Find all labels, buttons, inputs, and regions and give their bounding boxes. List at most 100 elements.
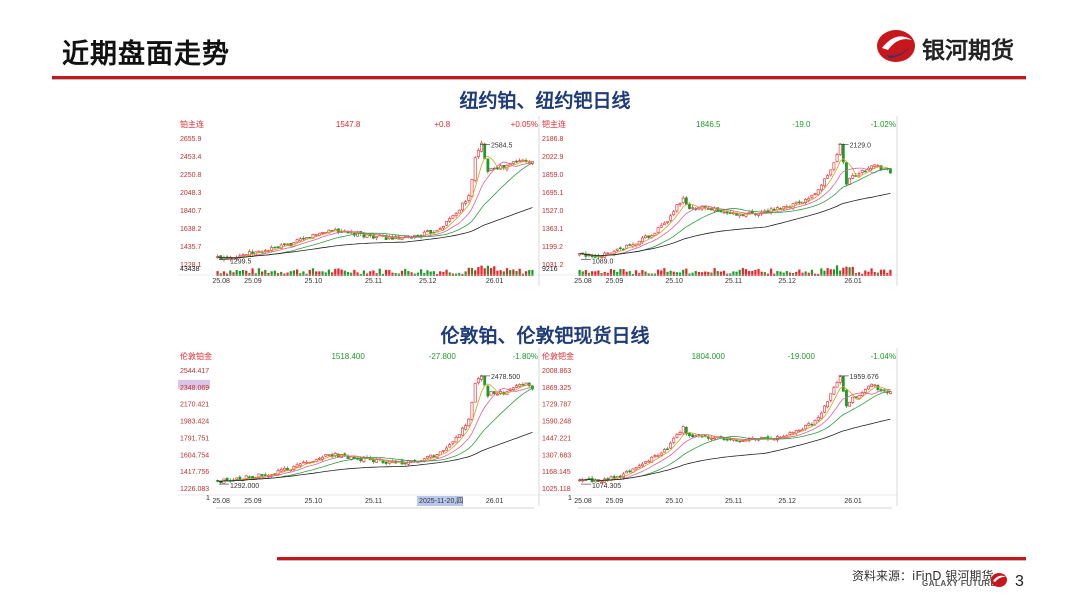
candle-body — [441, 225, 445, 229]
candle-body — [669, 215, 673, 221]
volume-bar — [832, 269, 836, 276]
candle-body — [813, 193, 817, 195]
volume-bar — [638, 273, 641, 276]
candle-body — [835, 382, 839, 388]
volume-bar — [710, 272, 713, 276]
volume-bar — [763, 272, 766, 276]
candle-body — [728, 212, 732, 214]
pct-change-label: -1.02% — [871, 120, 896, 129]
candle-body — [829, 169, 833, 176]
y-tick-label: 1527.0 — [542, 208, 564, 215]
volume-bar — [613, 269, 616, 276]
volume-bar — [419, 269, 423, 276]
volume-bar — [584, 270, 587, 276]
candle-body — [483, 375, 487, 386]
volume-bar — [222, 271, 226, 276]
volume-bar — [663, 268, 666, 276]
y-tick-label: 2048.3 — [180, 190, 202, 197]
y-tick-label: 1363.1 — [542, 226, 564, 233]
volume-bar — [760, 271, 763, 276]
chart-ny-platinum: 铂主连 1547.8 +0.8 +0.05% 2655.9 2453.4 2250.8 204… — [178, 116, 540, 286]
candle-body — [321, 232, 324, 234]
volume-bar — [782, 272, 785, 276]
candle-body — [359, 457, 363, 462]
candle-body — [681, 426, 685, 434]
y-tick-label: 2022.9 — [542, 154, 564, 161]
x-tick-label: 25.09 — [606, 278, 624, 285]
candle-body — [615, 248, 619, 251]
candle-body — [314, 233, 318, 236]
moving-average-line — [217, 387, 533, 483]
volume-bar — [829, 269, 832, 276]
candle-body — [612, 476, 616, 479]
volume-bar — [873, 272, 876, 276]
x-tick-label: 25.10 — [665, 498, 683, 505]
y-tick-label: 1025.118 — [542, 486, 571, 493]
candle-body — [807, 197, 811, 201]
volume-bar — [801, 272, 804, 276]
footer-brand-en: GALAXY FUTURES — [922, 579, 1003, 588]
volume-bar — [308, 269, 311, 276]
candle-body — [848, 401, 852, 407]
candle-body — [738, 213, 742, 217]
candle-body — [238, 255, 242, 258]
volume-bar — [804, 271, 807, 276]
volume-bar — [641, 270, 644, 276]
moving-average-line — [217, 155, 533, 259]
volume-bar — [735, 271, 738, 276]
volume-bar — [483, 268, 486, 276]
volume-bar — [385, 269, 388, 276]
y-tick-label: 1604.754 — [180, 452, 209, 459]
change-label: -27.800 — [429, 352, 457, 361]
moving-average-line — [579, 385, 891, 482]
volume-bar — [518, 268, 521, 276]
volume-bar — [857, 272, 861, 276]
candle-body — [656, 227, 660, 233]
x-tick-label: 25.11 — [725, 498, 742, 505]
candle-body — [813, 420, 817, 425]
candle-body — [845, 162, 848, 185]
candle-body — [706, 208, 710, 211]
volume-bar — [779, 271, 782, 276]
candle-body — [346, 231, 350, 234]
volume-bar — [776, 270, 779, 276]
volume-bar — [334, 268, 337, 276]
candle-body — [826, 175, 830, 179]
candle-body — [725, 438, 729, 441]
volume-bar — [889, 269, 892, 276]
volume-bar — [835, 265, 839, 276]
moving-average-line — [579, 193, 891, 257]
candle-body — [672, 437, 676, 443]
header-rule — [52, 76, 1026, 79]
volume-bar — [820, 268, 823, 276]
volume-bar — [340, 269, 343, 276]
candle-body — [744, 212, 748, 217]
source-note: 资料来源：iFinD 银河期货 — [852, 569, 994, 583]
moving-average-line — [217, 162, 533, 259]
volume-bar — [477, 267, 480, 276]
candle-body — [760, 436, 764, 439]
volume-bar — [486, 265, 490, 276]
candle-body — [860, 392, 864, 397]
candle-body — [470, 401, 474, 420]
candle-body — [593, 256, 597, 258]
volume-bar — [606, 272, 609, 276]
volume-bar — [647, 273, 650, 276]
candle-body — [467, 418, 471, 427]
last-price-label: 1547.8 — [336, 120, 361, 129]
x-tick-label: 25.08 — [574, 498, 592, 505]
candle-body — [429, 229, 433, 234]
y-tick-label: 1638.2 — [180, 226, 202, 233]
moving-average-line — [579, 168, 891, 257]
candle-body — [515, 385, 518, 388]
candle-body — [298, 463, 302, 467]
x-tick-label: 25.10 — [305, 278, 323, 285]
chart-london-palladium: 伦敦钯金 1804.000 -19.000 -1.04% 2008.863 1869.32… — [540, 348, 898, 509]
candle-body — [782, 206, 786, 210]
volume-bar — [587, 272, 591, 276]
candle-body — [263, 474, 267, 476]
volume-bar — [432, 271, 435, 276]
volume-bar — [410, 272, 413, 276]
volume-bar — [672, 271, 675, 276]
x-tick-label: 25.11 — [725, 278, 742, 285]
